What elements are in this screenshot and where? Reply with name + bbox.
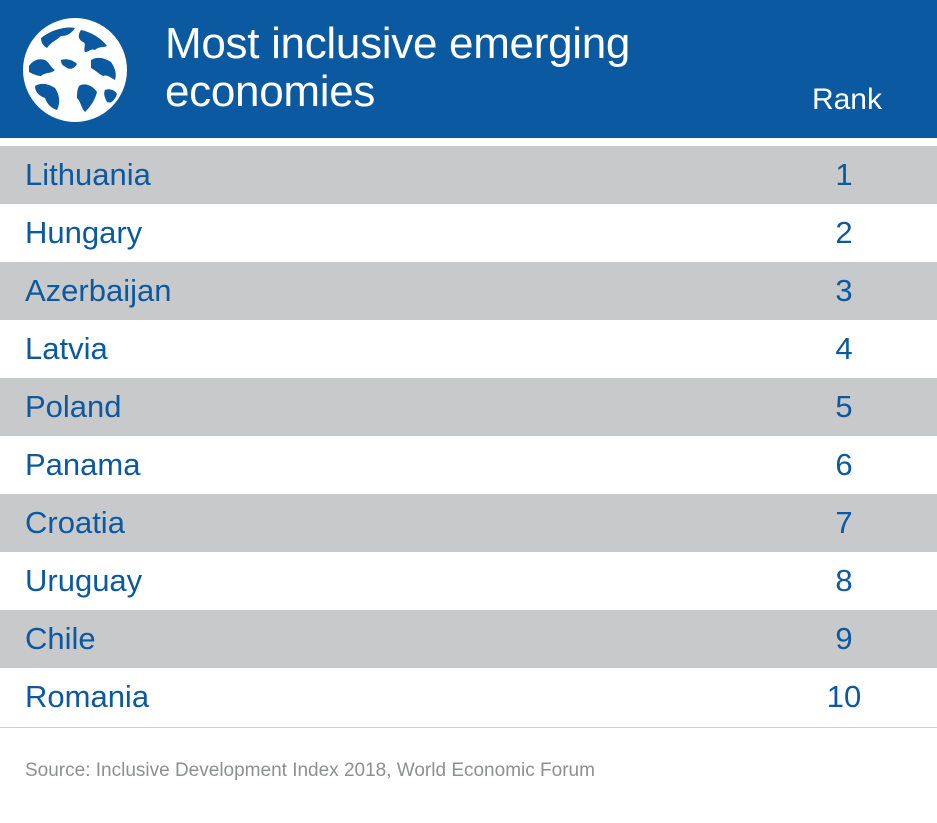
- rank-value: 5: [835, 389, 853, 424]
- table-row: Uruguay 8: [0, 552, 937, 610]
- country-name: Chile: [25, 621, 96, 656]
- table-row: Lithuania 1: [0, 146, 937, 204]
- globe-icon: [23, 18, 127, 122]
- country-name: Azerbaijan: [25, 273, 172, 308]
- country-name: Lithuania: [25, 157, 151, 192]
- rank-value: 8: [835, 563, 853, 598]
- source-note: Source: Inclusive Development Index 2018…: [25, 760, 595, 781]
- country-name: Uruguay: [25, 563, 143, 598]
- country-name: Hungary: [25, 215, 143, 250]
- country-name: Panama: [25, 447, 141, 482]
- table-row: Hungary 2: [0, 204, 937, 262]
- rank-value: 3: [835, 273, 853, 308]
- table-row: Panama 6: [0, 436, 937, 494]
- country-name: Romania: [25, 679, 150, 714]
- footer-divider: [0, 727, 937, 728]
- title-line-1: Most inclusive emerging: [165, 19, 631, 68]
- country-name: Latvia: [25, 331, 108, 366]
- table-row: Poland 5: [0, 378, 937, 436]
- rank-value: 7: [835, 505, 853, 540]
- rank-value: 1: [835, 157, 853, 192]
- rank-value: 10: [826, 679, 862, 714]
- rank-column-header: Rank: [811, 83, 882, 116]
- rank-value: 4: [835, 331, 853, 366]
- header-gap: [0, 138, 937, 146]
- country-name: Croatia: [25, 505, 125, 540]
- rank-value: 6: [835, 447, 853, 482]
- ranking-table: Lithuania 1 Hungary 2 Azerbaijan 3 Latvia 4 Pola…: [0, 146, 937, 726]
- table-row: Azerbaijan 3: [0, 262, 937, 320]
- table-row: Latvia 4: [0, 320, 937, 378]
- rank-value: 9: [835, 621, 853, 656]
- table-row: Chile 9: [0, 610, 937, 668]
- table-row: Croatia 7: [0, 494, 937, 552]
- country-name: Poland: [25, 389, 122, 424]
- header-banner: Most inclusive emerging economies Rank: [0, 0, 937, 138]
- table-row: Romania 10: [0, 668, 937, 726]
- chart-title: Most inclusive emerging economies: [165, 20, 765, 116]
- rank-value: 2: [835, 215, 853, 250]
- title-line-2: economies: [165, 67, 376, 116]
